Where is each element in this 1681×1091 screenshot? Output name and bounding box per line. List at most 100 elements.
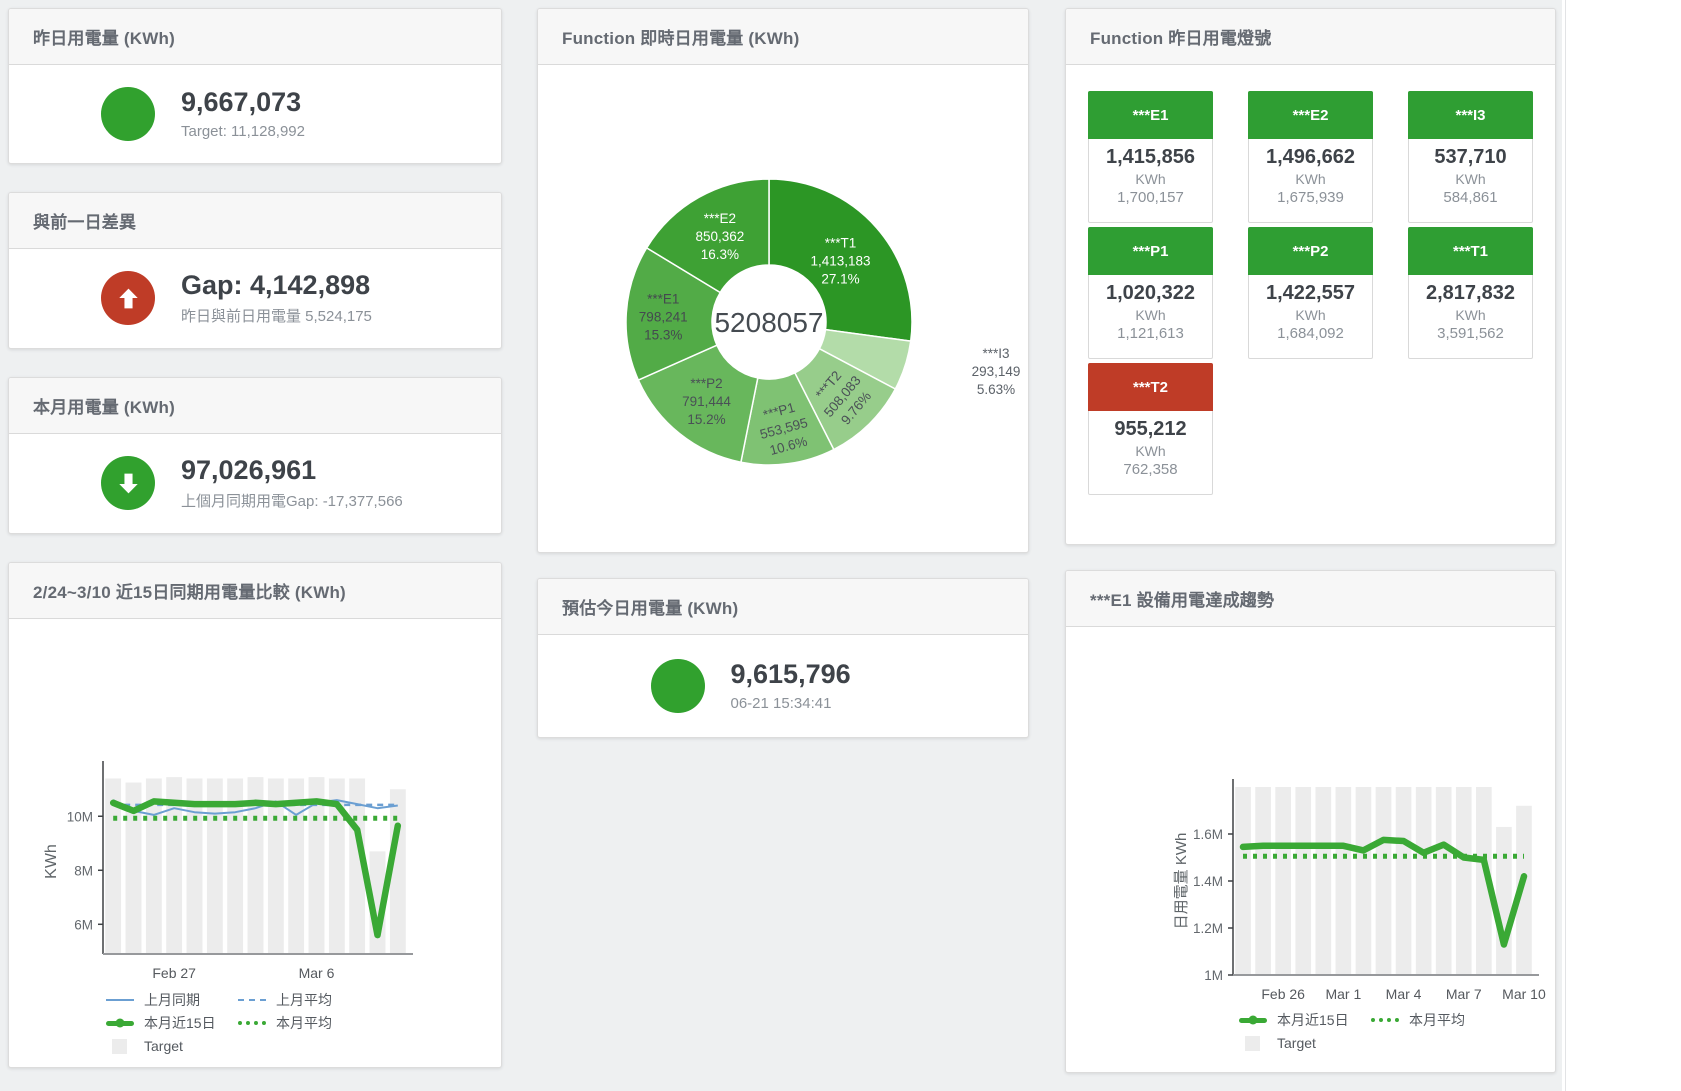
green-status-circle-icon <box>101 86 155 141</box>
trend-chart-body: 1.6M 1.4M 1.2M 1M Feb 26 Mar 1 Mar 4 Mar 7 Mar 1… <box>1066 627 1555 1054</box>
x-tick-label: Mar 4 <box>1386 986 1422 1002</box>
tile-target: 1,684,092 <box>1277 325 1344 342</box>
panel-header[interactable]: 與前一日差異 <box>9 193 501 249</box>
stat-subtitle: Target: 11,128,992 <box>181 122 305 140</box>
legend-item-dotted[interactable]: 本月平均 <box>1371 1010 1503 1030</box>
target-bar <box>1335 787 1352 975</box>
tile-unit: KWh <box>1295 171 1326 187</box>
donut-label: ***E2 850,362 16.3% <box>696 211 745 262</box>
panel-title: Function 即時日用電量 (KWh) <box>562 29 800 48</box>
panel-header[interactable]: ***E1 設備用電達成趨勢 <box>1066 571 1555 627</box>
legend-label: Target <box>1277 1035 1316 1051</box>
target-bar <box>1435 787 1452 975</box>
donut-slice-t1[interactable] <box>768 178 913 342</box>
panel-yesterday-lights: Function 昨日用電燈號 ***E1 1,415,856 KWh 1,700,1… <box>1065 8 1556 545</box>
panel-header[interactable]: 2/24~3/10 近15日同期用電量比較 (KWh) <box>9 563 501 619</box>
y-tick-label: 6M <box>74 917 93 932</box>
donut-slice-e2[interactable] <box>645 178 770 294</box>
panel-header[interactable]: 預估今日用電量 (KWh) <box>538 579 1028 635</box>
target-bar <box>1255 787 1271 975</box>
y-tick-label: 1.4M <box>1193 874 1223 889</box>
stat-subtitle: 上個月同期用電Gap: -17,377,566 <box>181 493 403 511</box>
legend-item-bar[interactable]: Target <box>1239 1035 1371 1051</box>
target-bar <box>267 778 284 954</box>
trend-chart[interactable]: 1.6M 1.4M 1.2M 1M Feb 26 Mar 1 Mar 4 Mar 7 Mar 1… <box>1066 627 1555 1003</box>
stat-subtitle: 昨日與前日用電量 5,524,175 <box>181 308 372 326</box>
tile-target: 1,675,939 <box>1277 189 1344 206</box>
tile-value: 2,817,832 <box>1426 282 1515 304</box>
target-bar <box>1355 787 1372 975</box>
tile-value: 537,710 <box>1434 146 1507 168</box>
up-arrow-icon <box>101 271 155 325</box>
target-bar <box>1235 787 1251 975</box>
stat-value: 9,667,073 <box>181 87 302 118</box>
legend-swatch-thick-icon <box>1239 1017 1267 1023</box>
donut-slice-e1[interactable] <box>625 246 722 382</box>
tile-unit: KWh <box>1455 171 1486 187</box>
legend-item-dotted[interactable]: 本月平均 <box>238 1013 370 1033</box>
donut-label: ***P2 791,444 15.2% <box>682 376 731 427</box>
panel-header[interactable]: Function 即時日用電量 (KWh) <box>538 9 1028 65</box>
tile-unit: KWh <box>1135 307 1166 323</box>
legend-label: 上月平均 <box>276 992 332 1008</box>
legend-item-thick[interactable]: 本月近15日 <box>1239 1010 1371 1030</box>
target-bar <box>206 778 223 954</box>
donut-chart-body: ***T1 1,413,183 27.1% ***I3 293,149 5.63% ***T… <box>538 65 1028 552</box>
compare-chart[interactable]: 10M 8M 6M Feb 27 Mar 6 KWh <box>9 619 501 983</box>
tile-i3: ***I3 537,710 KWh 584,861 <box>1408 91 1533 223</box>
legend-swatch-bar-icon <box>112 1038 127 1054</box>
y-tick-label: 8M <box>74 863 93 878</box>
panel-prev-day-gap: 與前一日差異 Gap: 4,142,898 昨日與前日用電量 5,524,175 <box>8 192 502 349</box>
panel-header[interactable]: 本月用電量 (KWh) <box>9 378 501 434</box>
series-line-thick <box>109 798 402 939</box>
window-edge-divider <box>1565 0 1566 1091</box>
tile-target: 1,121,613 <box>1117 325 1184 342</box>
legend-swatch-dashed-icon <box>238 999 266 1001</box>
tile-t1: ***T1 2,817,832 KWh 3,591,562 <box>1408 227 1533 359</box>
target-bar <box>1476 787 1492 975</box>
y-tick-label: 1M <box>1204 968 1223 983</box>
donut-label: ***T1 1,413,183 27.1% <box>810 235 870 286</box>
target-bar <box>308 777 325 954</box>
tile-unit: KWh <box>1295 307 1326 323</box>
series-line-thin <box>112 799 398 816</box>
panel-title: 預估今日用電量 (KWh) <box>562 599 739 618</box>
y-axis-label: KWh <box>43 844 60 879</box>
target-bar <box>105 778 122 954</box>
stat-subtitle: 06-21 15:34:41 <box>730 694 832 712</box>
tile-value: 955,212 <box>1114 418 1187 440</box>
target-bar <box>125 782 142 954</box>
target-bar <box>1395 787 1412 975</box>
legend-item-thin[interactable]: 上月同期 <box>106 990 238 1010</box>
legend-item-thick[interactable]: 本月近15日 <box>106 1013 238 1033</box>
panel-title: 與前一日差異 <box>33 213 137 232</box>
x-tick-label: Mar 7 <box>1446 986 1482 1002</box>
panel-estimate-today: 預估今日用電量 (KWh) 9,615,796 06-21 15:34:41 <box>537 578 1029 738</box>
realtime-donut-chart[interactable]: ***T1 1,413,183 27.1%***I3 293,149 5.63%***T… <box>538 65 1028 551</box>
tile-unit: KWh <box>1455 307 1486 323</box>
target-bar <box>1455 787 1472 975</box>
target-bar <box>1295 787 1312 975</box>
tile-target: 1,700,157 <box>1117 189 1184 206</box>
panel-title: 本月用電量 (KWh) <box>33 398 175 417</box>
legend-item-bar[interactable]: Target <box>106 1038 238 1054</box>
compare-chart-body: 10M 8M 6M Feb 27 Mar 6 KWh 上月同期 上月平均 本月近15日 本月平均… <box>9 619 501 1057</box>
tile-value: 1,020,322 <box>1106 282 1195 304</box>
target-bar <box>145 778 162 954</box>
target-bar <box>1275 787 1291 975</box>
y-axis-label: 日用電量 KWh <box>1173 833 1190 930</box>
target-bar <box>1415 787 1432 975</box>
legend-item-dashed[interactable]: 上月平均 <box>238 990 370 1010</box>
target-bar <box>227 778 244 954</box>
panel-header[interactable]: 昨日用電量 (KWh) <box>9 9 501 65</box>
donut-slice-p2[interactable] <box>637 344 759 464</box>
down-arrow-icon <box>101 456 155 510</box>
tile-target: 762,358 <box>1123 461 1178 478</box>
series-line-thick <box>1239 836 1528 948</box>
legend-label: 本月近15日 <box>1277 1012 1349 1028</box>
panel-header[interactable]: Function 昨日用電燈號 <box>1066 9 1555 65</box>
tile-value: 1,415,856 <box>1106 146 1195 168</box>
legend-swatch-thick-icon <box>106 1020 134 1026</box>
legend-swatch-dotted-icon <box>238 1021 266 1025</box>
